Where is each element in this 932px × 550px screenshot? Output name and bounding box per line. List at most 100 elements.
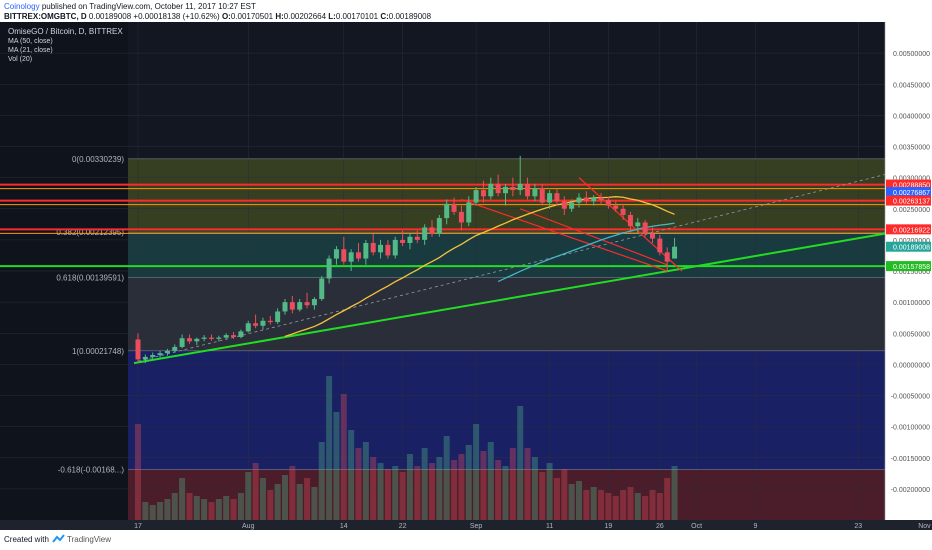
price-tag: [886, 179, 931, 190]
y-tick-label: 0.00400000: [893, 113, 930, 120]
volume-bar: [230, 499, 237, 520]
candle-body: [672, 246, 678, 259]
high-label: H:: [275, 12, 284, 21]
x-tick-label: Oct: [691, 523, 702, 530]
candle-body: [414, 236, 420, 240]
volume-bar: [157, 502, 164, 520]
volume-bar: [348, 430, 355, 520]
x-tick-label: 19: [605, 523, 613, 530]
volume-bar: [553, 478, 560, 520]
volume-bar: [539, 472, 546, 520]
volume-bar: [414, 466, 421, 520]
volume-bar: [627, 487, 634, 520]
candle-body: [532, 188, 538, 197]
volume-bar: [142, 502, 149, 520]
time-axis-bg: [0, 520, 932, 530]
volume-bar: [208, 502, 215, 520]
close-value: 0.00189008: [388, 12, 432, 21]
y-tick-label: 0.00100000: [893, 300, 930, 307]
chart-header: Coinology published on TradingView.com, …: [0, 0, 932, 22]
volume-bar: [649, 490, 656, 520]
volume-bar: [605, 493, 612, 520]
candle-body: [385, 244, 391, 256]
fib-zone-lower: [128, 469, 885, 520]
candle-body: [561, 201, 567, 209]
footer: Created with TradingView: [0, 530, 932, 550]
volume-bar: [561, 469, 568, 520]
y-tick-label: 0.00200000: [893, 238, 930, 245]
candle-body: [436, 218, 442, 234]
volume-bar: [509, 448, 516, 520]
y-tick-label: 0.00500000: [893, 51, 930, 58]
volume-bar: [326, 376, 333, 520]
volume-bar: [443, 436, 450, 520]
tradingview-brand[interactable]: TradingView: [67, 535, 112, 544]
candle-body: [150, 355, 156, 357]
volume-bar: [399, 472, 406, 520]
candle-body: [598, 197, 604, 201]
fib-zone-extension: [128, 350, 885, 470]
legend-line-0: OmiseGO / Bitcoin, D, BITTREX: [8, 27, 123, 36]
volume-bar: [171, 493, 178, 520]
candle-body: [488, 183, 494, 197]
volume-bar: [436, 457, 443, 520]
candle-body: [539, 188, 545, 203]
x-tick-label: Aug: [242, 523, 255, 530]
candle-body: [253, 323, 259, 326]
candle-body: [451, 203, 457, 212]
candle-body: [194, 338, 200, 342]
publisher-link[interactable]: Coinology: [4, 2, 40, 11]
y-tick-label: -0.00150000: [891, 456, 930, 463]
candle-body: [142, 356, 148, 360]
y-tick-label: 0.00250000: [893, 207, 930, 214]
channel-line-lower: [519, 208, 668, 266]
volume-bar: [598, 490, 605, 520]
candle-body: [429, 227, 435, 234]
price-tag-label: 0.00263137: [893, 199, 930, 206]
candle-body: [525, 183, 531, 197]
price-chart[interactable]: 0(0.00330239) 0.382(0.00212395) 0.618(0.00…: [0, 22, 932, 530]
volume-bar: [531, 457, 538, 520]
volume-bar: [473, 424, 480, 520]
candle-body: [216, 337, 222, 339]
volume-bar: [274, 484, 281, 520]
volume-bar: [546, 463, 553, 520]
created-with-text: Created with: [4, 535, 49, 544]
volume-bar: [259, 478, 266, 520]
volume-bar: [480, 451, 487, 520]
volume-bar: [620, 490, 627, 520]
x-tick-label: 14: [340, 523, 348, 530]
candle-body: [370, 242, 376, 253]
y-tick-label: 0.00350000: [893, 145, 930, 152]
volume-bar: [355, 448, 362, 520]
open-label: O:: [221, 12, 231, 21]
volume-bar: [377, 463, 384, 520]
volume-bar: [656, 493, 663, 520]
y-tick-label: 0.00150000: [893, 269, 930, 276]
candle-body: [186, 338, 192, 342]
volume-bar: [590, 487, 597, 520]
candle-body: [613, 205, 619, 209]
volume-bar: [296, 484, 303, 520]
open-value: 0.00170501: [230, 12, 274, 21]
candle-body: [407, 236, 413, 243]
volume-bar: [245, 472, 252, 520]
candle-body: [517, 183, 523, 191]
volume-bar: [406, 454, 413, 520]
x-tick-label: 22: [399, 523, 407, 530]
legend-line-3: Vol (20): [8, 56, 32, 63]
candle-body: [422, 227, 428, 240]
candle-body: [458, 211, 464, 223]
tradingview-logo-icon: [52, 534, 65, 543]
candle-body: [392, 239, 398, 256]
volume-bar: [568, 484, 575, 520]
volume-bar: [282, 475, 288, 520]
fib-level-label: 0.618(0.00139591): [56, 273, 124, 282]
candle-body: [245, 323, 251, 332]
candle-body: [289, 302, 295, 310]
volume-bar: [223, 496, 230, 520]
volume-bar: [179, 478, 186, 520]
candle-body: [664, 252, 670, 262]
fib-level-label: -0.618(-0.00168...): [58, 466, 125, 475]
candle-body: [510, 186, 516, 191]
